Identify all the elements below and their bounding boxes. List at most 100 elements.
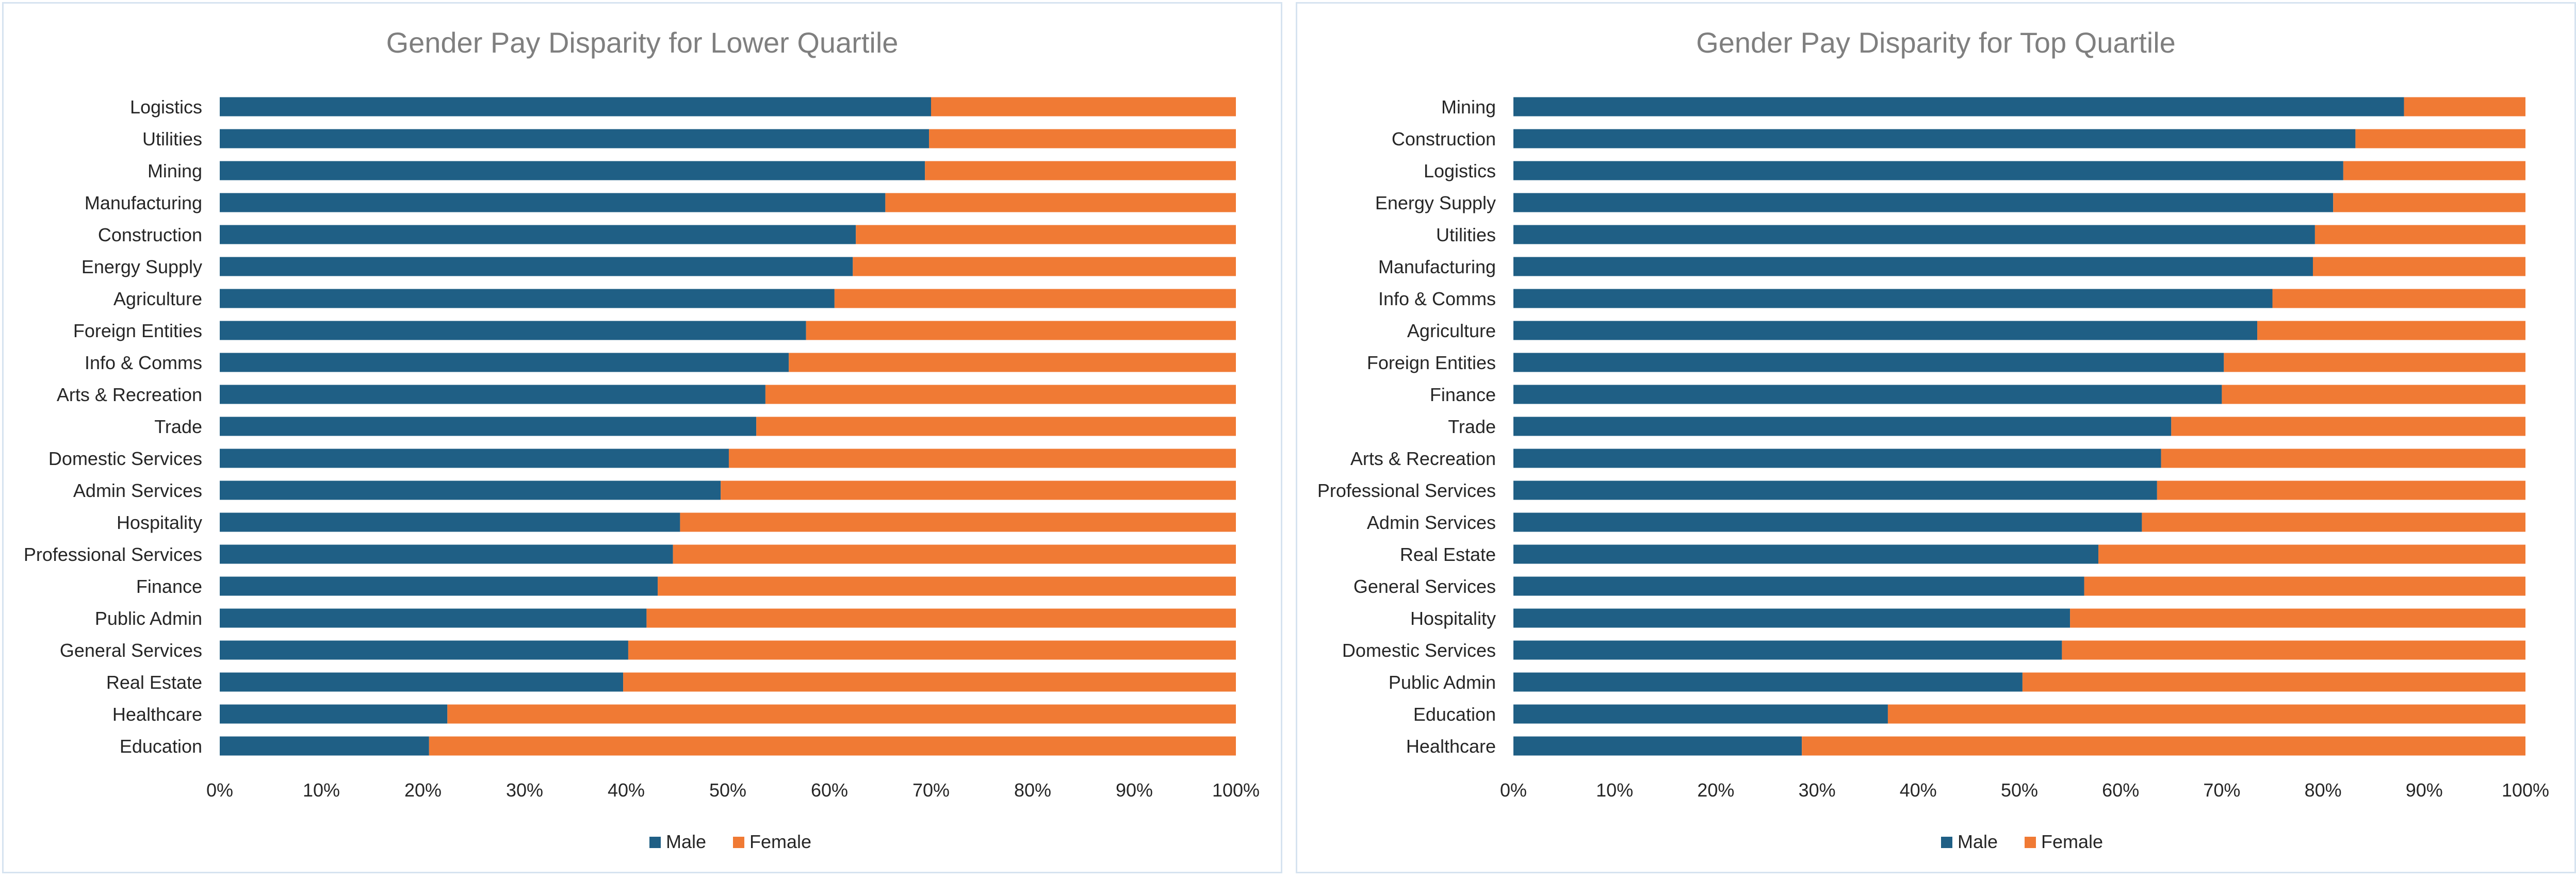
bar-female-admin-services — [2142, 512, 2525, 532]
bar-male-utilities — [220, 129, 930, 148]
bar-female-logistics — [2343, 161, 2525, 180]
bar-male-manufacturing — [220, 193, 886, 212]
bar-female-construction — [2355, 129, 2525, 148]
bar-male-professional-services — [1513, 480, 2157, 500]
category-label-energy-supply: Energy Supply — [81, 256, 202, 277]
bar-male-domestic-services — [220, 449, 729, 468]
category-label-utilities: Utilities — [142, 128, 202, 150]
x-tick-label: 50% — [709, 780, 746, 801]
category-label-healthcare: Healthcare — [112, 704, 202, 725]
category-label-logistics: Logistics — [1424, 160, 1496, 181]
category-label-arts-and-recreation: Arts & Recreation — [1350, 448, 1496, 469]
x-tick-label: 30% — [1799, 780, 1836, 801]
bar-female-arts-and-recreation — [2161, 449, 2525, 468]
category-label-construction: Construction — [98, 224, 202, 245]
category-label-mining: Mining — [1441, 96, 1496, 118]
x-tick-label: 30% — [506, 780, 543, 801]
bar-male-hospitality — [220, 512, 680, 532]
category-label-admin-services: Admin Services — [73, 480, 202, 501]
bar-female-arts-and-recreation — [765, 385, 1236, 404]
bar-female-education — [429, 736, 1236, 756]
x-tick-label: 10% — [303, 780, 340, 801]
bar-female-agriculture — [834, 289, 1236, 308]
bar-male-education — [220, 736, 429, 756]
bar-male-public-admin — [1513, 672, 2023, 692]
category-label-hospitality: Hospitality — [117, 512, 202, 533]
category-label-utilities: Utilities — [1436, 224, 1496, 245]
legend-swatch-female — [2025, 837, 2036, 848]
bar-female-foreign-entities — [2224, 353, 2525, 372]
bar-male-admin-services — [1513, 512, 2142, 532]
bar-male-construction — [1513, 129, 2356, 148]
category-label-education: Education — [120, 736, 202, 757]
bar-female-construction — [856, 225, 1236, 244]
category-label-real-estate: Real Estate — [106, 672, 202, 693]
bar-female-info-and-comms — [789, 353, 1236, 372]
bar-male-real-estate — [1513, 544, 2099, 564]
bar-female-finance — [2222, 385, 2525, 404]
category-label-foreign-entities: Foreign Entities — [1367, 352, 1496, 373]
bar-male-arts-and-recreation — [220, 385, 765, 404]
x-tick-label: 60% — [811, 780, 848, 801]
bar-female-agriculture — [2257, 321, 2525, 340]
x-tick-label: 100% — [1212, 780, 1260, 801]
bar-male-domestic-services — [1513, 640, 2062, 660]
bar-male-mining — [220, 161, 925, 180]
bar-female-domestic-services — [728, 449, 1236, 468]
category-label-construction: Construction — [1392, 128, 1496, 150]
bar-female-finance — [658, 576, 1236, 596]
bar-female-manufacturing — [2312, 257, 2525, 276]
bar-male-foreign-entities — [1513, 353, 2224, 372]
bar-female-general-services — [2084, 576, 2525, 596]
x-tick-label: 10% — [1596, 780, 1633, 801]
bar-female-utilities — [2314, 225, 2525, 244]
legend: Male Female — [649, 831, 811, 852]
bar-male-real-estate — [220, 672, 624, 692]
category-label-trade: Trade — [154, 416, 202, 437]
category-label-education: Education — [1413, 704, 1496, 725]
x-tick-label: 70% — [2203, 780, 2240, 801]
category-label-logistics: Logistics — [130, 96, 202, 118]
bar-female-admin-services — [721, 480, 1236, 500]
bar-female-trade — [2171, 417, 2525, 436]
category-label-general-services: General Services — [1354, 576, 1496, 597]
bar-female-trade — [756, 417, 1236, 436]
bar-female-professional-services — [2157, 480, 2525, 500]
bar-female-mining — [925, 161, 1236, 180]
category-label-foreign-entities: Foreign Entities — [73, 320, 202, 341]
bar-male-utilities — [1513, 225, 2315, 244]
bar-female-public-admin — [646, 608, 1236, 628]
x-tick-label: 80% — [1014, 780, 1051, 801]
bar-male-agriculture — [1513, 321, 2258, 340]
x-tick-label: 0% — [206, 780, 233, 801]
chart-panel-lower-quartile: Gender Pay Disparity for Lower Quartile L… — [2, 2, 1282, 873]
bar-female-hospitality — [680, 512, 1236, 532]
bar-female-logistics — [931, 97, 1236, 117]
chart-lower-quartile: Gender Pay Disparity for Lower Quartile L… — [24, 26, 1260, 852]
category-label-public-admin: Public Admin — [1389, 672, 1496, 693]
x-tick-label: 20% — [404, 780, 442, 801]
x-tick-label: 40% — [1900, 780, 1937, 801]
category-label-manufacturing: Manufacturing — [1378, 256, 1496, 277]
x-tick-label: 0% — [1500, 780, 1527, 801]
x-tick-label: 60% — [2102, 780, 2139, 801]
bar-male-agriculture — [220, 289, 835, 308]
bar-male-hospitality — [1513, 608, 2070, 628]
category-label-public-admin: Public Admin — [95, 608, 202, 629]
bar-male-info-and-comms — [220, 353, 789, 372]
bar-male-energy-supply — [220, 257, 853, 276]
chart-panel-top-quartile: Gender Pay Disparity for Top Quartile Min… — [1296, 2, 2576, 873]
bar-female-utilities — [929, 129, 1236, 148]
category-label-arts-and-recreation: Arts & Recreation — [57, 384, 202, 405]
x-tick-label: 80% — [2305, 780, 2342, 801]
x-tick-label: 40% — [608, 780, 645, 801]
bar-male-healthcare — [220, 704, 448, 724]
chart-top-quartile: Gender Pay Disparity for Top Quartile Min… — [1317, 26, 2549, 852]
bar-female-public-admin — [2022, 672, 2525, 692]
x-tick-label: 20% — [1697, 780, 1734, 801]
category-label-real-estate: Real Estate — [1400, 544, 1496, 565]
bar-male-finance — [220, 576, 658, 596]
category-label-manufacturing: Manufacturing — [85, 192, 202, 213]
bar-female-mining — [2404, 97, 2525, 117]
x-tick-label: 50% — [2001, 780, 2038, 801]
